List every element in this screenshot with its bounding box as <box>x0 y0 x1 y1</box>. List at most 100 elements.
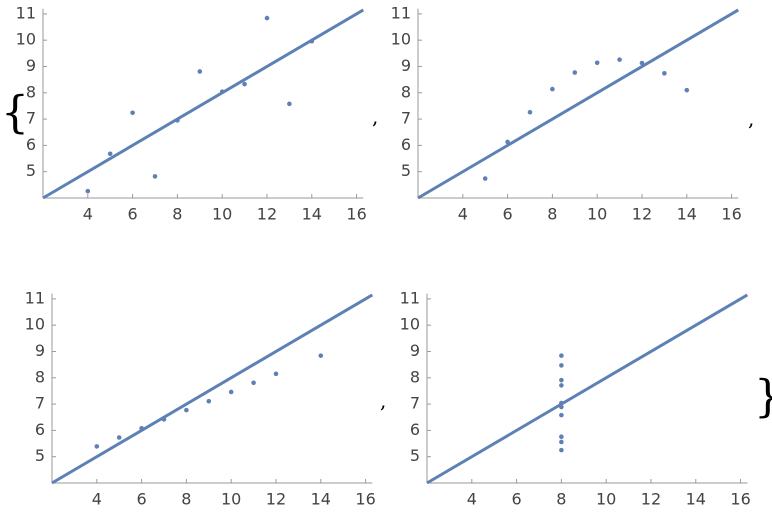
point <box>264 15 270 21</box>
point <box>318 353 324 358</box>
point <box>617 57 622 62</box>
point <box>639 60 645 66</box>
x-tick-label: 10 <box>596 490 616 509</box>
point <box>287 101 292 107</box>
y-tick-label: 5 <box>401 161 411 180</box>
point <box>662 71 667 76</box>
y-tick-label: 10 <box>16 30 36 49</box>
y-tick-label: 8 <box>35 367 45 386</box>
point <box>206 398 212 404</box>
point <box>85 188 91 194</box>
point <box>505 139 510 145</box>
point <box>559 434 564 440</box>
open-bracket: { <box>1 88 29 139</box>
y-tick-label: 6 <box>410 420 420 439</box>
x-tick-label: 8 <box>172 205 182 224</box>
y-tick-label: 9 <box>410 341 420 360</box>
x-tick-label: 6 <box>128 205 138 224</box>
fit-line <box>417 8 740 200</box>
y-tick-label: 5 <box>410 446 420 465</box>
y-tick-label: 10 <box>391 30 411 49</box>
x-tick-label: 14 <box>677 205 697 224</box>
point <box>175 118 180 123</box>
x-tick-label: 14 <box>302 205 322 224</box>
x-tick-label: 8 <box>181 490 191 509</box>
y-tick-label: 5 <box>26 161 36 180</box>
point <box>559 439 564 445</box>
separator: , <box>748 107 754 131</box>
x-tick-label: 12 <box>641 490 661 509</box>
point <box>482 176 488 181</box>
point <box>152 174 158 179</box>
x-tick-label: 6 <box>137 490 147 509</box>
x-tick-label: 12 <box>257 205 277 224</box>
x-tick-label: 6 <box>512 490 522 509</box>
x-tick-label: 8 <box>556 490 566 509</box>
x-tick-label: 12 <box>632 205 652 224</box>
x-tick-label: 10 <box>587 205 607 224</box>
point <box>219 89 225 95</box>
point <box>559 400 564 406</box>
point <box>197 69 203 74</box>
x-tick-label: 4 <box>83 205 93 224</box>
point <box>116 435 122 440</box>
point <box>107 151 113 157</box>
point <box>559 353 564 358</box>
point <box>559 447 564 453</box>
point <box>559 363 564 368</box>
x-tick-label: 4 <box>458 205 468 224</box>
point <box>242 81 247 87</box>
x-tick-label: 16 <box>721 205 741 224</box>
y-tick-label: 11 <box>25 288 45 307</box>
x-tick-label: 14 <box>686 490 706 509</box>
x-tick-label: 6 <box>503 205 513 224</box>
point <box>559 383 564 388</box>
point <box>184 407 189 413</box>
fit-line <box>42 8 365 200</box>
point <box>94 444 100 449</box>
point <box>309 38 315 44</box>
point <box>559 412 564 418</box>
y-tick-label: 8 <box>410 367 420 386</box>
x-tick-label: 10 <box>221 490 241 509</box>
y-tick-label: 7 <box>35 394 45 413</box>
y-tick-label: 9 <box>401 56 411 75</box>
point <box>559 404 564 410</box>
point <box>273 371 279 377</box>
y-tick-label: 7 <box>26 109 36 128</box>
y-tick-label: 7 <box>401 109 411 128</box>
y-tick-label: 8 <box>401 82 411 101</box>
y-tick-label: 6 <box>401 135 411 154</box>
fit-line <box>426 293 749 485</box>
y-tick-label: 11 <box>400 288 420 307</box>
x-tick-label: 16 <box>346 205 366 224</box>
y-tick-label: 5 <box>35 446 45 465</box>
point <box>550 86 555 92</box>
separator: , <box>372 105 378 129</box>
y-tick-label: 10 <box>25 315 45 334</box>
y-tick-label: 11 <box>391 3 411 22</box>
x-tick-label: 4 <box>92 490 102 509</box>
point <box>251 380 256 386</box>
y-tick-label: 8 <box>26 82 36 101</box>
y-tick-label: 11 <box>16 3 36 22</box>
y-tick-label: 7 <box>410 394 420 413</box>
x-tick-label: 12 <box>266 490 286 509</box>
point <box>228 389 234 395</box>
fit-line <box>51 293 374 485</box>
point <box>559 377 564 383</box>
x-tick-label: 16 <box>730 490 750 509</box>
x-tick-label: 16 <box>355 490 375 509</box>
close-bracket: } <box>754 372 772 423</box>
point <box>684 87 690 93</box>
point <box>130 110 135 116</box>
point <box>527 109 533 115</box>
y-tick-label: 6 <box>26 135 36 154</box>
point <box>161 417 167 422</box>
x-tick-label: 4 <box>467 490 477 509</box>
x-tick-label: 14 <box>311 490 331 509</box>
x-tick-label: 10 <box>212 205 232 224</box>
separator: , <box>380 389 386 413</box>
